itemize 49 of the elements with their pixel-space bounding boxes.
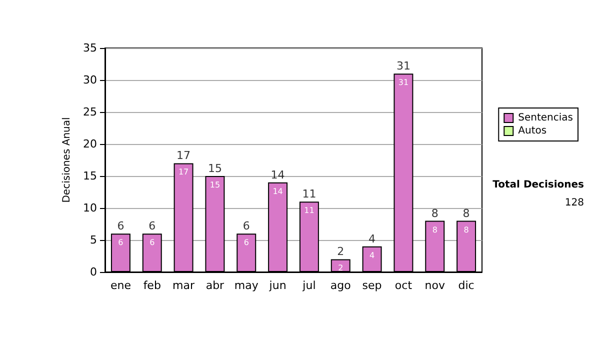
- data-label: 6: [118, 238, 124, 248]
- y-tick-label: 25: [83, 106, 97, 118]
- x-tick-label: ene: [110, 279, 132, 292]
- data-label: 31: [398, 78, 409, 88]
- x-tick-label: jul: [302, 279, 316, 292]
- y-tick-label: 30: [83, 74, 97, 86]
- y-tick-label: 0: [90, 266, 97, 278]
- total-label: 6: [148, 220, 156, 233]
- total-label: 8: [431, 206, 438, 220]
- total-label: 14: [270, 168, 285, 182]
- total-label: 6: [117, 220, 124, 233]
- y-tick-label: 5: [90, 234, 97, 246]
- legend-label: Autos: [518, 126, 547, 136]
- x-tick-label: sep: [362, 279, 382, 292]
- x-tick-label: abr: [206, 279, 225, 292]
- y-tick-label: 35: [83, 42, 97, 54]
- total-label: 8: [462, 206, 470, 220]
- data-label: 8: [432, 225, 438, 234]
- data-label: 6: [244, 238, 249, 248]
- x-tick-label: mar: [172, 279, 196, 292]
- total-label: 15: [208, 162, 222, 175]
- total-label: 31: [396, 60, 410, 73]
- x-tick-label: ago: [330, 279, 352, 292]
- x-tick-label: nov: [424, 279, 446, 292]
- x-tick-label: dic: [458, 279, 474, 292]
- data-label: 17: [178, 168, 189, 177]
- text: 128: [564, 198, 584, 208]
- total-label: 11: [302, 188, 316, 201]
- total-label: 2: [337, 245, 344, 258]
- x-tick-label: oct: [394, 279, 413, 292]
- legend-label: Sentencias: [518, 112, 574, 124]
- data-label: 6: [150, 238, 155, 248]
- x-tick-label: jun: [268, 279, 286, 292]
- data-label: 14: [272, 186, 283, 196]
- text: Total Decisiones: [492, 180, 584, 190]
- data-label: 11: [304, 206, 314, 216]
- y-tick-label: 15: [83, 170, 97, 182]
- y-tick-label: 20: [83, 138, 97, 150]
- y-tick-label: 10: [83, 202, 97, 214]
- y-axis-title: Decisiones Anual: [62, 117, 73, 203]
- total-label: 6: [242, 220, 250, 233]
- total-label: 4: [368, 232, 376, 246]
- data-label: 2: [338, 264, 344, 273]
- data-label: 8: [464, 225, 469, 234]
- x-tick-label: may: [234, 279, 259, 292]
- total-label: 17: [176, 149, 191, 162]
- data-label: 15: [210, 180, 220, 190]
- x-tick-label: feb: [143, 279, 161, 292]
- data-label: 4: [369, 250, 375, 260]
